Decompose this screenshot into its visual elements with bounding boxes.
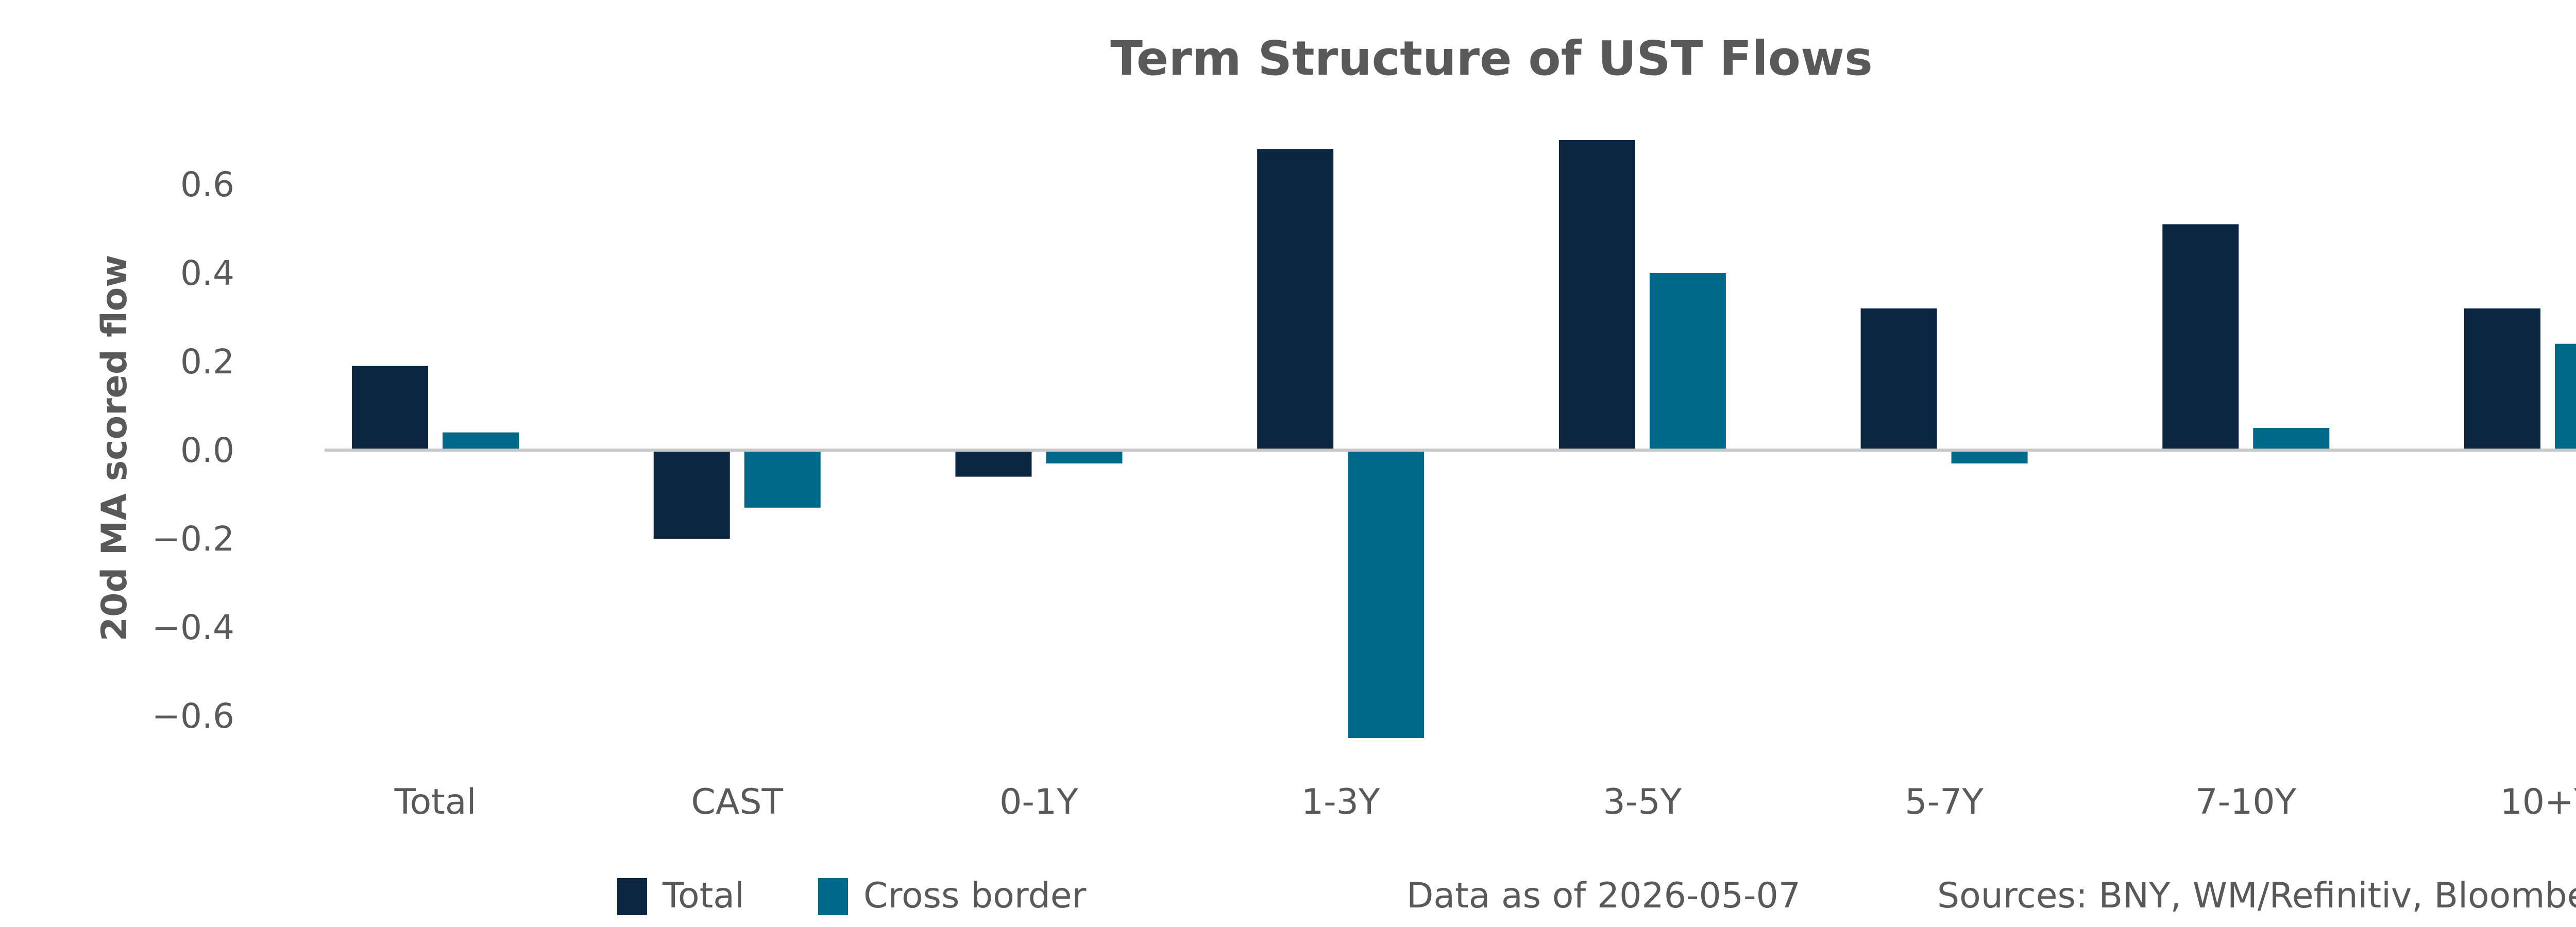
bar-cross-border-total	[443, 432, 519, 450]
bar-total-cast	[653, 450, 730, 539]
y-tick-label: 0.0	[180, 431, 234, 470]
x-tick-label: 5-7Y	[1905, 782, 1984, 822]
legend-swatch-total	[617, 878, 647, 915]
data-as-of-note: Data as of 2026-05-07	[1406, 876, 1801, 916]
bar-cross-border-01y	[1046, 450, 1123, 464]
legend-label-total: Total	[662, 876, 744, 916]
y-axis-ticks: 0.6 0.4 0.2 0.0 −0.2 −0.4 −0.6	[152, 165, 234, 736]
legend: Total Cross border	[617, 876, 1087, 916]
x-tick-label: Total	[394, 782, 477, 822]
legend-swatch-cross-border	[818, 878, 848, 915]
x-tick-label: 10+Y	[2500, 782, 2576, 822]
bars	[352, 140, 2576, 738]
y-tick-label: 0.2	[180, 342, 234, 382]
bar-total-35y	[1558, 140, 1635, 450]
y-tick-label: 0.4	[180, 253, 234, 293]
bar-total-01y	[955, 450, 1032, 477]
y-tick-label: −0.2	[152, 519, 234, 559]
bar-total-13y	[1257, 149, 1334, 450]
bar-cross-border-13y	[1348, 450, 1425, 738]
bar-cross-border-35y	[1649, 273, 1726, 450]
x-axis-ticks: Total CAST 0-1Y 1-3Y 3-5Y 5-7Y 7-10Y 10+Y	[394, 782, 2576, 822]
bar-cross-border-57y	[1951, 450, 2028, 464]
bar-cross-border-cast	[744, 450, 821, 508]
chart-title: Term Structure of UST Flows	[1110, 31, 1872, 86]
x-tick-label: CAST	[691, 782, 783, 822]
y-tick-label: 0.6	[180, 165, 234, 204]
bar-total-710y	[2162, 224, 2239, 450]
y-tick-label: −0.4	[152, 608, 234, 647]
x-tick-label: 7-10Y	[2195, 782, 2296, 822]
bar-cross-border-710y	[2253, 428, 2330, 450]
legend-label-cross-border: Cross border	[863, 876, 1087, 916]
bar-total-10y	[2464, 308, 2540, 450]
sources-note: Sources: BNY, WM/Refinitiv, Bloomberg	[1937, 876, 2576, 916]
x-tick-label: 0-1Y	[999, 782, 1078, 822]
bar-total-total	[352, 366, 428, 450]
x-tick-label: 1-3Y	[1301, 782, 1380, 822]
bar-total-57y	[1860, 308, 1937, 450]
y-tick-label: −0.6	[152, 696, 234, 736]
x-tick-label: 3-5Y	[1603, 782, 1682, 822]
bar-cross-border-10y	[2555, 344, 2576, 450]
y-axis-label: 20d MA scored flow	[94, 255, 135, 641]
